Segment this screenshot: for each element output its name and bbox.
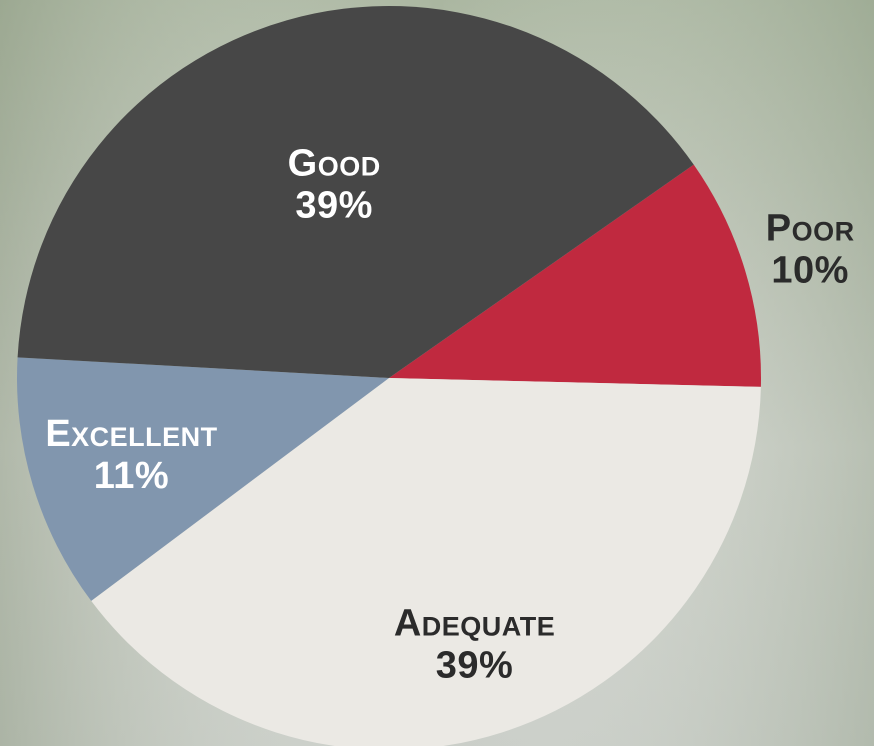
slice-label: Poor (766, 208, 855, 250)
pie-slice (389, 164, 761, 387)
slice-value-label: 39% (436, 645, 514, 687)
slice-label: Excellent (45, 413, 217, 455)
slice-value-label: 11% (94, 455, 169, 497)
pie-slice (91, 378, 761, 746)
pie-slice (16, 357, 389, 601)
slice-value-label: 39% (295, 185, 373, 227)
pie (16, 6, 761, 746)
slice-value-label: 10% (771, 250, 849, 292)
slice-label: Adequate (394, 603, 555, 645)
pie-slice (17, 6, 694, 378)
slice-label: Good (288, 143, 381, 185)
